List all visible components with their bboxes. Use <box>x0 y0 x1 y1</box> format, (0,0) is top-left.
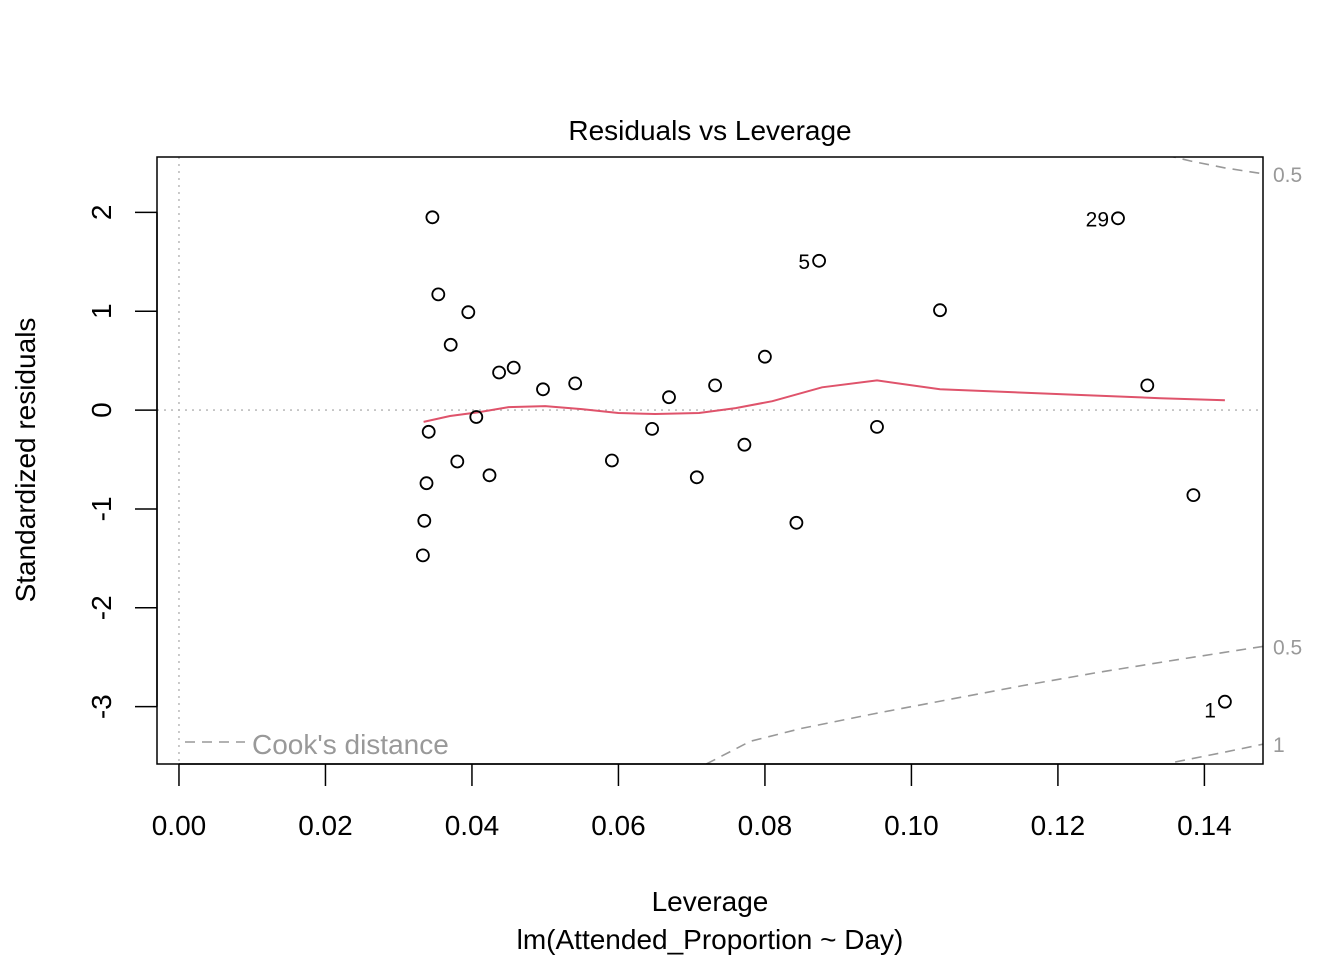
cooks-contour-2 <box>1174 743 1263 763</box>
contour-labels-group: 0.5 0.5 1 <box>1273 164 1302 757</box>
x-tick-label-5: 0.10 <box>884 810 939 841</box>
points-group <box>415 210 1232 709</box>
smooth-line-group <box>423 379 1225 423</box>
data-point-18 <box>689 470 704 485</box>
x-tick-label-0: 0.00 <box>152 810 207 841</box>
chart-subtitle: lm(Attended_Proportion ~ Day) <box>517 924 904 955</box>
x-axis-label: Leverage <box>652 886 769 917</box>
y-tick-label-0: 2 <box>86 205 117 221</box>
cooks-contour-1 <box>705 645 1263 764</box>
data-point-15 <box>605 453 619 468</box>
data-point-14 <box>415 548 430 563</box>
y-axis-label: Standardized residuals <box>10 318 41 603</box>
data-point-0 <box>425 210 440 225</box>
data-point-1 <box>431 287 446 302</box>
data-point-19 <box>708 378 722 393</box>
data-point-9 <box>469 410 484 424</box>
x-tick-label-6: 0.12 <box>1031 810 1086 841</box>
y-axis: 2 1 0 -1 -2 -3 <box>86 205 158 719</box>
data-point-4 <box>492 365 507 380</box>
data-point-22 <box>789 515 804 530</box>
legend: Cook's distance <box>185 729 449 760</box>
y-tick-label-1: 1 <box>86 303 117 319</box>
data-point-24 <box>870 419 884 434</box>
y-tick-label-5: -3 <box>86 694 117 719</box>
contour-label-1: 0.5 <box>1273 636 1302 659</box>
cooks-distance-contours <box>705 157 1263 764</box>
data-point-17 <box>662 390 676 405</box>
data-point-21 <box>758 349 772 364</box>
data-point-13 <box>417 513 432 528</box>
contour-label-0: 0.5 <box>1273 164 1302 187</box>
legend-label: Cook's distance <box>252 729 449 760</box>
data-point-10 <box>450 454 465 469</box>
point-label-1: 1 <box>1204 700 1216 723</box>
reference-lines <box>157 157 1263 764</box>
data-point-29 <box>1218 694 1232 709</box>
data-point-2 <box>461 305 476 320</box>
y-tick-label-3: -1 <box>86 496 117 521</box>
data-point-25 <box>933 303 947 318</box>
contour-label-2: 1 <box>1273 734 1285 757</box>
data-point-26 <box>1111 211 1125 226</box>
data-point-28 <box>1186 488 1201 503</box>
x-tick-label-1: 0.02 <box>298 810 353 841</box>
data-point-20 <box>737 437 752 452</box>
data-point-3 <box>443 337 458 352</box>
data-point-23 <box>812 253 826 268</box>
data-point-12 <box>419 476 434 491</box>
chart-title: Residuals vs Leverage <box>568 115 851 146</box>
point-labels-group: 5 29 1 <box>798 208 1215 722</box>
x-axis: 0.00 0.02 0.04 0.06 0.08 0.10 0.12 0.14 <box>152 763 1232 841</box>
data-point-11 <box>482 468 497 483</box>
x-tick-label-4: 0.08 <box>738 810 793 841</box>
point-label-29: 29 <box>1086 208 1109 231</box>
data-point-7 <box>568 376 583 391</box>
y-tick-label-2: 0 <box>86 402 117 418</box>
x-tick-label-7: 0.14 <box>1177 810 1232 841</box>
point-label-5: 5 <box>798 251 810 274</box>
plot-frame <box>156 156 1264 765</box>
data-point-16 <box>645 421 659 436</box>
data-point-5 <box>506 360 521 375</box>
y-tick-label-4: -2 <box>86 595 117 620</box>
cooks-contour-0 <box>1170 157 1263 175</box>
smooth-line <box>423 379 1225 423</box>
data-point-6 <box>536 382 550 397</box>
data-point-8 <box>421 424 436 439</box>
x-tick-label-2: 0.04 <box>445 810 500 841</box>
x-tick-label-3: 0.06 <box>591 810 646 841</box>
data-point-27 <box>1140 378 1155 393</box>
